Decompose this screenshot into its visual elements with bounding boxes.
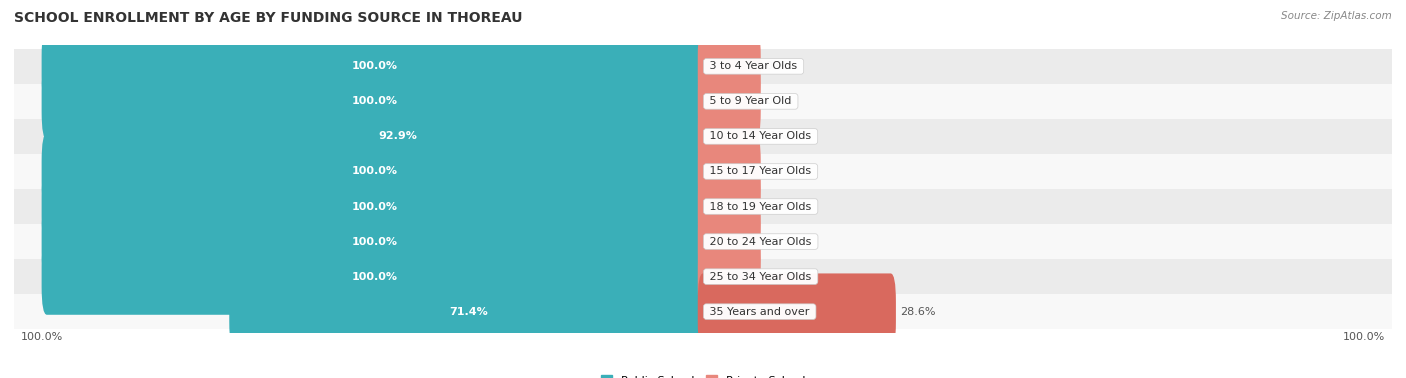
Text: 0.0%: 0.0%: [765, 61, 793, 71]
Bar: [14, 259, 1392, 294]
Text: 7.1%: 7.1%: [759, 132, 787, 141]
FancyBboxPatch shape: [697, 28, 761, 105]
Bar: [14, 49, 1392, 84]
Text: 100.0%: 100.0%: [352, 166, 398, 177]
Text: 0.0%: 0.0%: [765, 271, 793, 282]
Bar: [14, 224, 1392, 259]
Text: Source: ZipAtlas.com: Source: ZipAtlas.com: [1281, 11, 1392, 21]
Text: 0.0%: 0.0%: [765, 96, 793, 107]
FancyBboxPatch shape: [42, 133, 709, 210]
Bar: [14, 154, 1392, 189]
Text: 10 to 14 Year Olds: 10 to 14 Year Olds: [706, 132, 815, 141]
FancyBboxPatch shape: [697, 63, 761, 139]
FancyBboxPatch shape: [697, 273, 896, 350]
FancyBboxPatch shape: [697, 168, 761, 245]
FancyBboxPatch shape: [697, 133, 761, 210]
Text: 92.9%: 92.9%: [378, 132, 418, 141]
Bar: [14, 189, 1392, 224]
FancyBboxPatch shape: [42, 239, 709, 315]
Text: 100.0%: 100.0%: [352, 271, 398, 282]
Bar: [14, 84, 1392, 119]
FancyBboxPatch shape: [89, 98, 709, 175]
FancyBboxPatch shape: [697, 98, 755, 175]
Legend: Public School, Private School: Public School, Private School: [596, 371, 810, 378]
FancyBboxPatch shape: [697, 203, 761, 280]
FancyBboxPatch shape: [42, 28, 709, 105]
Text: 100.0%: 100.0%: [352, 237, 398, 246]
Text: 0.0%: 0.0%: [765, 201, 793, 212]
FancyBboxPatch shape: [697, 239, 761, 315]
Text: 25 to 34 Year Olds: 25 to 34 Year Olds: [706, 271, 815, 282]
Text: 0.0%: 0.0%: [765, 237, 793, 246]
Text: 0.0%: 0.0%: [765, 166, 793, 177]
FancyBboxPatch shape: [229, 273, 709, 350]
FancyBboxPatch shape: [42, 203, 709, 280]
Text: 18 to 19 Year Olds: 18 to 19 Year Olds: [706, 201, 815, 212]
Text: 100.0%: 100.0%: [1343, 332, 1385, 342]
Text: 100.0%: 100.0%: [352, 201, 398, 212]
Text: SCHOOL ENROLLMENT BY AGE BY FUNDING SOURCE IN THOREAU: SCHOOL ENROLLMENT BY AGE BY FUNDING SOUR…: [14, 11, 523, 25]
Bar: [14, 294, 1392, 329]
Text: 100.0%: 100.0%: [352, 96, 398, 107]
Text: 15 to 17 Year Olds: 15 to 17 Year Olds: [706, 166, 815, 177]
Bar: [14, 119, 1392, 154]
Text: 28.6%: 28.6%: [900, 307, 936, 317]
Text: 71.4%: 71.4%: [450, 307, 488, 317]
Text: 20 to 24 Year Olds: 20 to 24 Year Olds: [706, 237, 815, 246]
Text: 100.0%: 100.0%: [352, 61, 398, 71]
Text: 5 to 9 Year Old: 5 to 9 Year Old: [706, 96, 796, 107]
Text: 35 Years and over: 35 Years and over: [706, 307, 813, 317]
Text: 100.0%: 100.0%: [21, 332, 63, 342]
FancyBboxPatch shape: [42, 168, 709, 245]
Text: 3 to 4 Year Olds: 3 to 4 Year Olds: [706, 61, 801, 71]
FancyBboxPatch shape: [42, 63, 709, 139]
